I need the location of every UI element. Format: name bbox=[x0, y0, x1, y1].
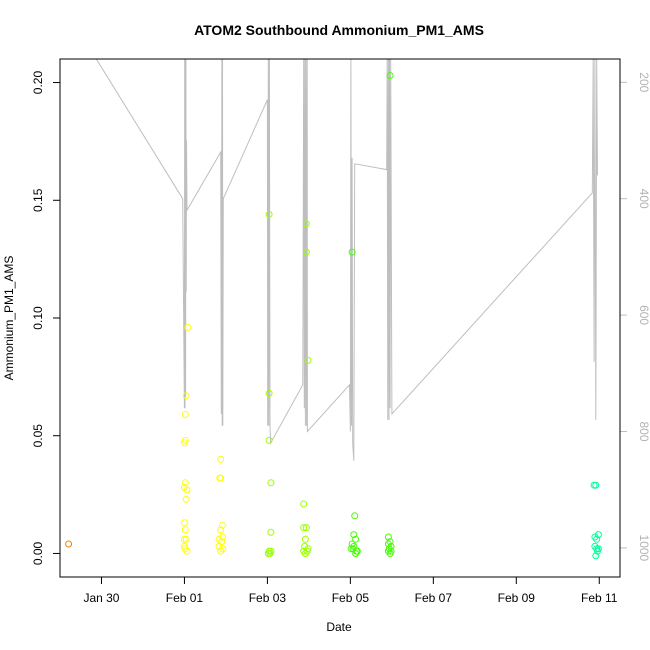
data-point bbox=[219, 545, 226, 553]
y-tick-label: 0.15 bbox=[31, 188, 45, 212]
y-tick-label: 0.10 bbox=[31, 306, 45, 330]
data-point bbox=[350, 531, 358, 539]
data-point bbox=[591, 533, 599, 541]
x-tick-label: Feb 01 bbox=[166, 591, 204, 605]
data-point bbox=[265, 436, 273, 444]
chart-title: ATOM2 Southbound Ammonium_PM1_AMS bbox=[194, 22, 484, 38]
data-point bbox=[300, 500, 308, 508]
data-point bbox=[181, 411, 189, 418]
data-point bbox=[265, 389, 273, 397]
x-tick-label: Feb 09 bbox=[498, 591, 536, 605]
data-point bbox=[183, 486, 191, 494]
data-point bbox=[217, 526, 225, 534]
data-point bbox=[181, 526, 189, 534]
data-point bbox=[182, 392, 190, 400]
data-point bbox=[182, 535, 190, 543]
data-point bbox=[593, 535, 601, 543]
data-point bbox=[182, 495, 190, 503]
data-point bbox=[180, 542, 188, 550]
data-point bbox=[352, 535, 360, 543]
data-point bbox=[301, 535, 309, 543]
altitude-track-layer bbox=[95, 59, 598, 461]
data-point bbox=[592, 481, 600, 489]
data-point bbox=[65, 540, 73, 548]
data-point bbox=[217, 455, 225, 463]
data-point bbox=[180, 519, 188, 527]
data-point bbox=[384, 533, 392, 541]
data-point bbox=[180, 439, 188, 447]
x-tick-label: Feb 05 bbox=[332, 591, 370, 605]
data-point bbox=[300, 524, 308, 532]
altitude-track-line bbox=[95, 59, 598, 461]
y-tick-label: 0.00 bbox=[31, 541, 45, 565]
data-point bbox=[267, 547, 275, 555]
data-point bbox=[181, 479, 189, 487]
data-point bbox=[352, 550, 360, 557]
data-point bbox=[304, 356, 312, 364]
y2-tick-label: 600 bbox=[637, 305, 650, 325]
data-point bbox=[302, 220, 310, 228]
data-point bbox=[267, 528, 275, 536]
x-tick-label: Feb 07 bbox=[415, 591, 453, 605]
data-point bbox=[216, 474, 224, 482]
data-point bbox=[386, 72, 394, 79]
plot-frame bbox=[59, 58, 621, 578]
data-point bbox=[215, 542, 223, 550]
data-point bbox=[304, 545, 312, 553]
data-point bbox=[594, 547, 601, 555]
data-point bbox=[219, 521, 226, 529]
y2-tick-label: 800 bbox=[637, 421, 650, 441]
x-tick-label: Jan 30 bbox=[83, 591, 119, 605]
x-tick-label: Feb 03 bbox=[249, 591, 287, 605]
y2-tick-label: 1000 bbox=[637, 535, 650, 562]
data-point bbox=[348, 248, 356, 256]
data-point bbox=[386, 550, 394, 557]
data-point bbox=[219, 533, 226, 541]
data-point bbox=[302, 248, 310, 256]
y-tick-label: 0.05 bbox=[31, 424, 45, 448]
data-point bbox=[267, 479, 275, 487]
data-point bbox=[302, 524, 310, 532]
axes-layer: Jan 30 Feb 01 Feb 03 Feb 05 Feb 07 Feb 09 Feb … bbox=[31, 71, 650, 605]
y-axis-label: Ammonium_PM1_AMS bbox=[2, 256, 16, 381]
x-tick-label: Feb 11 bbox=[581, 591, 618, 605]
y-tick-label: 0.20 bbox=[31, 71, 45, 95]
y2-tick-label: 400 bbox=[637, 189, 650, 209]
x-axis-label: Date bbox=[326, 620, 352, 634]
data-point bbox=[594, 531, 602, 539]
data-point bbox=[265, 210, 273, 218]
data-point bbox=[184, 323, 192, 331]
data-point bbox=[351, 512, 359, 520]
data-points-layer bbox=[65, 72, 602, 560]
y2-tick-label: 200 bbox=[637, 72, 650, 92]
data-point bbox=[592, 552, 600, 560]
